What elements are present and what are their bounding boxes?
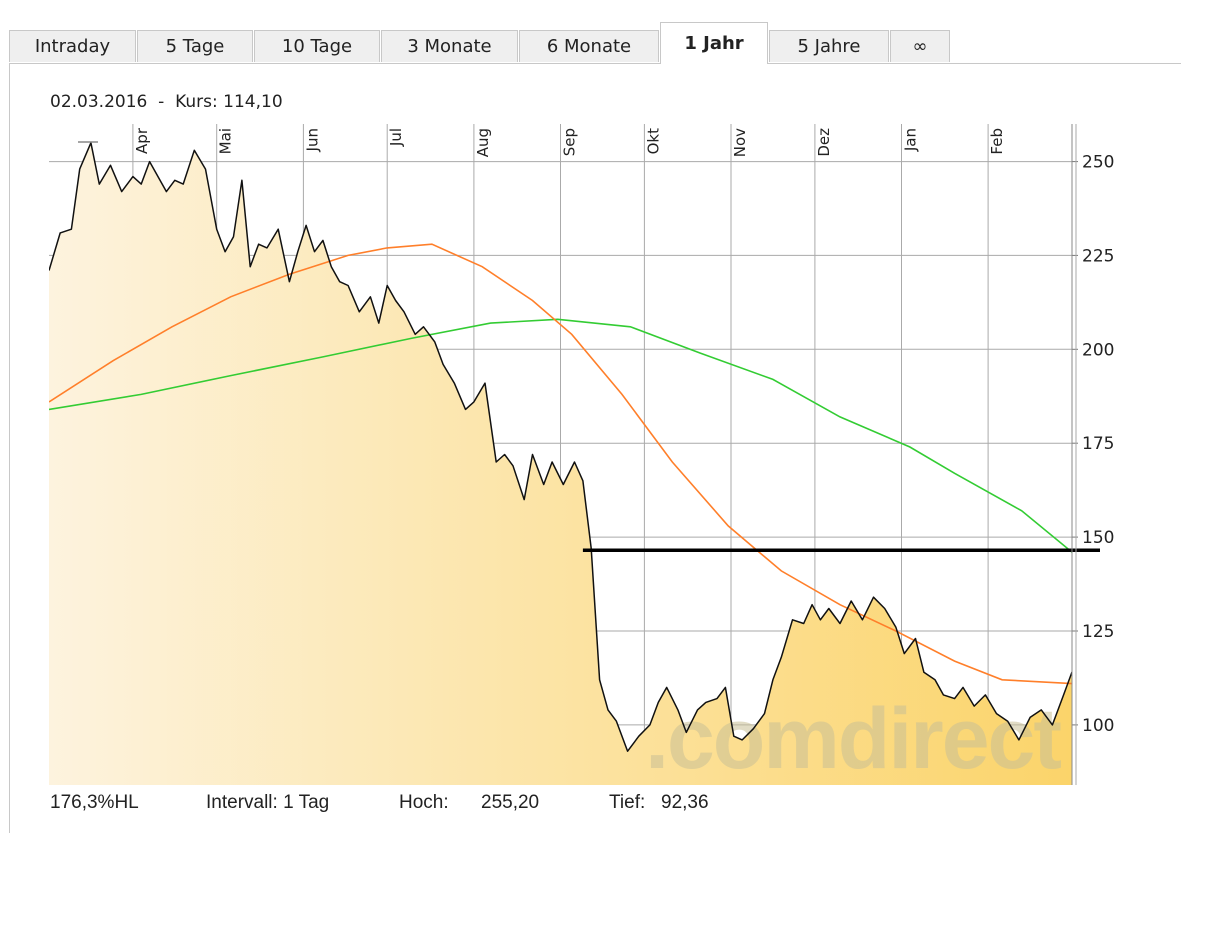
quote-info-line: 02.03.2016 - Kurs: 114,10 [50,92,283,112]
quote-price: 114,10 [223,92,283,112]
hl-percentage: 176,3%HL [50,792,139,813]
month-tick-label: Dez [815,128,833,157]
tab-intraday[interactable]: Intraday [9,30,136,62]
price-area-fill [49,142,1072,785]
tab-1-jahr[interactable]: 1 Jahr [660,22,768,64]
y-tick-label: 125 [1082,622,1114,642]
month-tick-label: Jul [387,128,405,147]
quote-date: 02.03.2016 [50,92,148,112]
period-tab-bar: Intraday 5 Tage 10 Tage 3 Monate 6 Monate 1 J… [9,22,1181,64]
price-line [49,142,1072,752]
chart-frame-left-border [9,63,10,833]
month-tick-label: Okt [644,128,662,154]
interval-text: Intervall: 1 Tag [206,792,330,813]
low-label: Tief: [609,792,646,813]
tab-bar-baseline [9,63,1181,64]
tab-5-tage[interactable]: 5 Tage [137,30,253,62]
chart-footer-stats: 176,3%HL Intervall: 1 Tag Hoch: 255,20 T… [50,792,709,946]
quote-separator: - [158,92,165,112]
moving-average-long-line [49,318,1072,553]
moving-average-short-line [49,243,1072,685]
y-tick-label: 225 [1082,246,1114,266]
month-tick-label: Mai [217,128,235,154]
month-tick-label: Jun [303,128,321,152]
comdirect-watermark: .comdirect [645,691,1061,787]
low-value: 92,36 [661,792,709,813]
tab-5-jahre[interactable]: 5 Jahre [769,30,889,62]
month-tick-label: Sep [561,128,579,156]
quote-price-label: Kurs: [175,92,218,112]
price-chart: .comdirect 100 125 150 175 200 225 250 Apr Mai Ju… [49,124,1114,787]
tab-10-tage[interactable]: 10 Tage [254,30,380,62]
tab-6-monate[interactable]: 6 Monate [519,30,659,62]
month-tick-label: Nov [731,128,749,157]
y-tick-label: 150 [1082,528,1114,548]
month-tick-label: Jan [902,128,920,152]
y-tick-label: 175 [1082,434,1114,454]
month-tick-label: Aug [474,128,492,157]
high-label: Hoch: [399,792,449,813]
tab-3-monate[interactable]: 3 Monate [381,30,518,62]
month-tick-label: Apr [133,127,151,154]
high-value: 255,20 [481,792,540,813]
y-tick-label: 200 [1082,340,1114,360]
month-tick-label: Feb [988,128,1006,155]
tab-max[interactable]: ∞ [890,30,950,62]
y-tick-label: 100 [1082,716,1114,736]
y-tick-label: 250 [1082,153,1114,173]
